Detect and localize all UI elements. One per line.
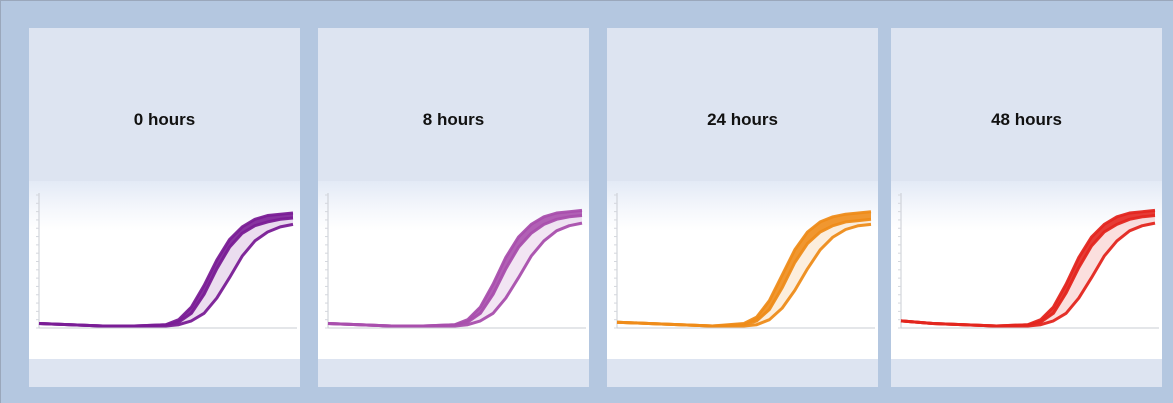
amplification-curve xyxy=(38,222,294,328)
panel-title: 24 hours xyxy=(707,110,778,129)
amplification-chart xyxy=(614,193,875,329)
curve-band xyxy=(617,219,871,326)
amplification-chart xyxy=(898,193,1159,329)
panel-title: 48 hours xyxy=(991,110,1062,129)
panel-0-hours: 0 hours xyxy=(29,28,300,387)
curve-band xyxy=(328,210,582,326)
amplification-curve xyxy=(616,222,872,328)
curve-band xyxy=(901,210,1155,326)
amplification-chart xyxy=(36,193,297,329)
curve-band xyxy=(328,215,582,326)
curve-band xyxy=(39,218,293,326)
amplification-chart xyxy=(325,193,586,329)
curve-band xyxy=(617,211,871,326)
panel-title: 0 hours xyxy=(133,110,196,129)
panel-24-hours: 24 hours xyxy=(607,28,878,387)
amplification-plot xyxy=(318,181,589,359)
amplification-curve xyxy=(900,221,1156,328)
amplification-curve xyxy=(327,221,583,328)
amplification-plot xyxy=(891,181,1162,359)
curve-band xyxy=(901,215,1155,326)
panel-8-hours: 8 hours xyxy=(318,28,589,387)
amplification-plot xyxy=(29,181,300,359)
amplification-plot xyxy=(607,181,878,359)
curve-band xyxy=(39,213,293,326)
panel-48-hours: 48 hours xyxy=(891,28,1162,387)
panel-title: 8 hours xyxy=(422,110,485,129)
